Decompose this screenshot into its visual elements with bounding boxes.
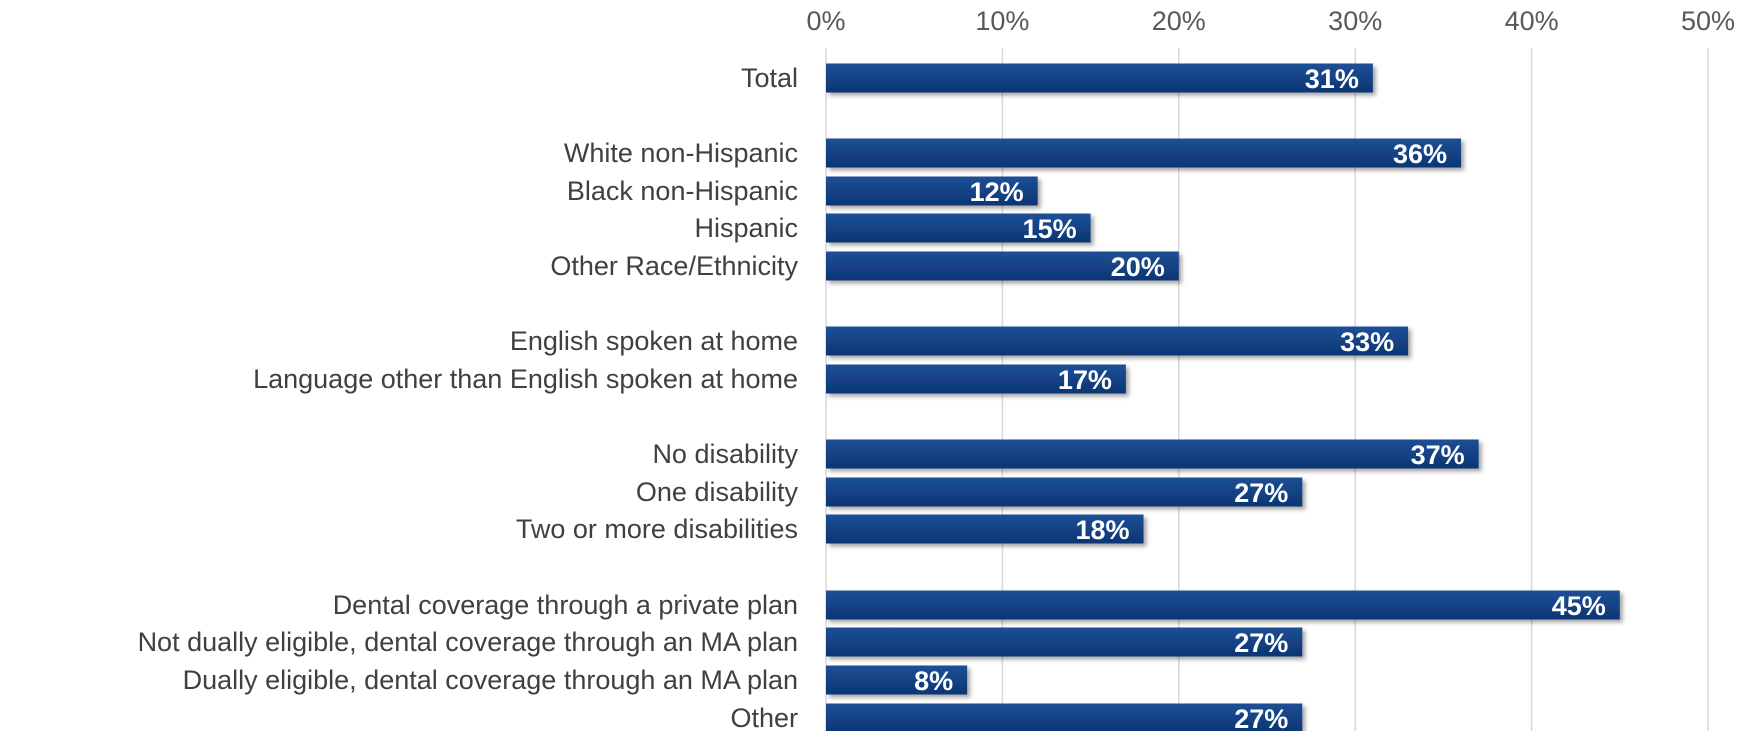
bar	[826, 213, 1091, 243]
data-label: 17%	[1058, 365, 1112, 395]
x-tick-label: 40%	[1505, 6, 1559, 36]
bar	[826, 326, 1409, 356]
data-label: 15%	[1023, 214, 1077, 244]
category-label: Total	[741, 63, 798, 93]
category-label: White non-Hispanic	[564, 138, 798, 168]
category-label: Dually eligible, dental coverage through…	[183, 665, 798, 695]
data-label: 12%	[970, 177, 1024, 207]
data-label: 45%	[1552, 591, 1606, 621]
category-label: Two or more disabilities	[516, 514, 798, 544]
data-label: 33%	[1340, 327, 1394, 357]
x-axis-ticks: 0% 10% 20% 30% 40% 50%	[806, 6, 1735, 36]
bar	[826, 627, 1303, 657]
category-label: Not dually eligible, dental coverage thr…	[138, 627, 798, 657]
data-label: 20%	[1111, 252, 1165, 282]
data-label: 31%	[1305, 64, 1359, 94]
x-tick-label: 50%	[1681, 6, 1735, 36]
bar	[826, 176, 1038, 206]
data-label: 27%	[1234, 628, 1288, 658]
bar	[826, 477, 1303, 507]
bar	[826, 665, 968, 695]
category-label: English spoken at home	[510, 326, 798, 356]
category-label: One disability	[636, 477, 799, 507]
category-label: Dental coverage through a private plan	[333, 590, 798, 620]
data-labels: 31% 36% 12% 15% 20% 33% 17% 37% 27% 18% 45% 27% 8% 27…	[914, 64, 1606, 731]
data-label: 18%	[1075, 515, 1129, 545]
category-label: No disability	[652, 439, 798, 469]
bars	[826, 63, 1620, 731]
bar	[826, 514, 1144, 544]
x-tick-label: 30%	[1328, 6, 1382, 36]
category-label: Other	[730, 703, 798, 731]
bar	[826, 703, 1303, 731]
category-labels: Total White non-Hispanic Black non-Hispani…	[138, 63, 799, 731]
data-label: 27%	[1234, 478, 1288, 508]
category-label: Hispanic	[694, 213, 798, 243]
data-label: 37%	[1411, 440, 1465, 470]
category-label: Black non-Hispanic	[567, 176, 798, 206]
data-label: 36%	[1393, 139, 1447, 169]
bar	[826, 138, 1462, 168]
x-tick-label: 0%	[806, 6, 845, 36]
category-label: Other Race/Ethnicity	[550, 251, 798, 281]
data-label: 8%	[914, 666, 953, 696]
x-tick-label: 10%	[975, 6, 1029, 36]
bar	[826, 590, 1620, 620]
data-label: 27%	[1234, 704, 1288, 731]
bar	[826, 63, 1373, 93]
x-tick-label: 20%	[1152, 6, 1206, 36]
bar	[826, 439, 1479, 469]
bar	[826, 364, 1126, 394]
bar	[826, 251, 1179, 281]
category-label: Language other than English spoken at ho…	[253, 364, 798, 394]
